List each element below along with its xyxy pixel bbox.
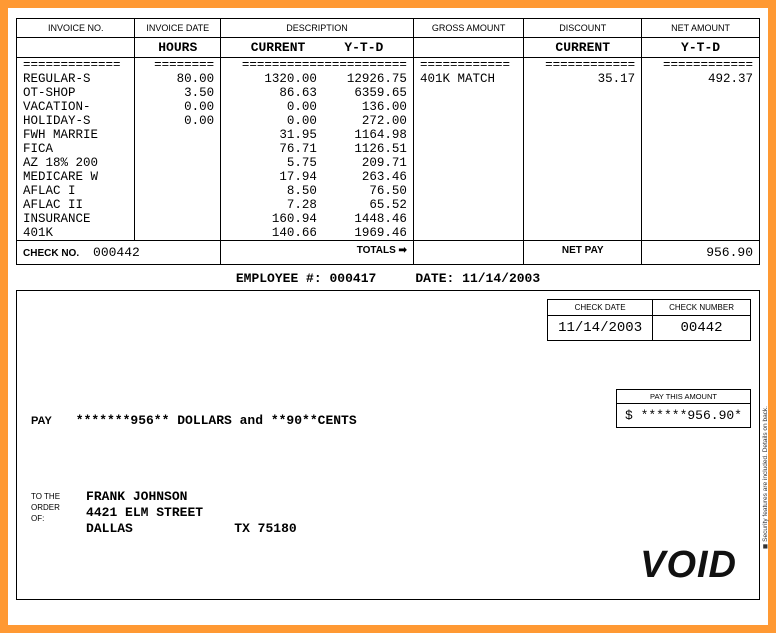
security-note: ◼ Security features are included. Detail…	[761, 406, 769, 549]
check-number-value: 00442	[652, 316, 750, 340]
employee-line: EMPLOYEE #: 000417 DATE: 11/14/2003	[16, 271, 760, 286]
pay-amount-value: $ ******956.90*	[617, 403, 750, 427]
pay-label: PAY	[31, 415, 52, 427]
document-frame: INVOICE NO. INVOICE DATE DESCRIPTION GRO…	[0, 0, 776, 633]
check-no-cell: CHECK NO. 000442	[17, 241, 221, 265]
subhdr-hours: HOURS	[135, 38, 221, 58]
hdr-invoice-no: INVOICE NO.	[17, 19, 135, 38]
payee-block: TO THE ORDER OF: FRANK JOHNSON 4421 ELM …	[31, 489, 297, 537]
hdr-invoice-date: INVOICE DATE	[135, 19, 221, 38]
payee-address: FRANK JOHNSON 4421 ELM STREET DALLAS TX …	[86, 489, 297, 537]
check: CHECK DATE 11/14/2003 CHECK NUMBER 00442…	[16, 290, 760, 600]
pay-line: PAY *******956** DOLLARS and **90**CENTS	[31, 413, 357, 428]
hdr-net-amount: NET AMOUNT	[642, 19, 760, 38]
subhdr-discount-current: CURRENT	[524, 38, 642, 58]
net-pay-value: 956.90	[642, 241, 760, 265]
net-pay-label: NET PAY	[524, 241, 642, 265]
totals-row: CHECK NO. 000442 TOTALS ➡ NET PAY 956.90	[17, 241, 760, 265]
hdr-gross-amount: GROSS AMOUNT	[413, 19, 523, 38]
header-row: INVOICE NO. INVOICE DATE DESCRIPTION GRO…	[17, 19, 760, 38]
check-no-value: 000442	[93, 245, 140, 260]
subhdr-net-ytd: Y-T-D	[642, 38, 760, 58]
to-the-order-of: TO THE ORDER OF:	[31, 489, 60, 537]
pay-this-amount-label: PAY THIS AMOUNT	[617, 390, 750, 403]
subheader-row: HOURS CURRENT Y-T-D CURRENT Y-T-D	[17, 38, 760, 58]
hdr-discount: DISCOUNT	[524, 19, 642, 38]
data-row: ============= REGULAR-S OT-SHOP VACATION…	[17, 58, 760, 241]
pay-words: *******956** DOLLARS and **90**CENTS	[76, 413, 357, 428]
pay-amount-box: PAY THIS AMOUNT $ ******956.90*	[616, 389, 751, 428]
check-date-number-box: CHECK DATE 11/14/2003 CHECK NUMBER 00442	[547, 299, 751, 341]
paystub-table: INVOICE NO. INVOICE DATE DESCRIPTION GRO…	[16, 18, 760, 265]
arrow-icon: ➡	[399, 245, 407, 256]
hdr-description: DESCRIPTION	[221, 19, 414, 38]
check-date-value: 11/14/2003	[548, 316, 652, 340]
void-stamp: VOID	[640, 544, 737, 587]
totals-label-cell: TOTALS ➡	[221, 241, 414, 265]
subhdr-desc: CURRENT Y-T-D	[221, 38, 414, 58]
check-number-label: CHECK NUMBER	[652, 300, 750, 316]
check-date-label: CHECK DATE	[548, 300, 652, 316]
